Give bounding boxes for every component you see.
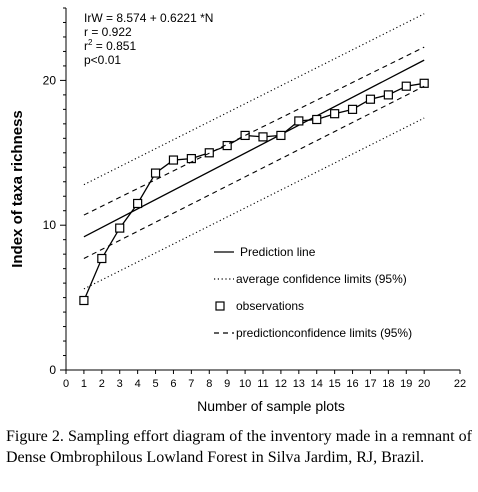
y-tick-label-20: 20 [43,73,57,87]
stat-p: p<0.01 [84,53,121,67]
x-tick-label-3: 3 [117,378,123,390]
x-tick-label-4: 4 [135,378,141,390]
x-tick-label-14: 14 [311,378,323,390]
legend-swatch-observations [215,301,225,311]
x-tick-label-17: 17 [364,378,376,390]
x-tick-label-6: 6 [170,378,176,390]
observation-point-11 [258,132,268,142]
series-predictionconfidence-limits-95-line [83,46,425,216]
series-observations-line [83,82,425,301]
plot-area: 0 1 2 3 4 5 6 7 8 9 10 11 12 13 14 15 16 17 18 19 20 2201020N… [9,7,466,414]
observation-point-9 [222,140,232,151]
observation-point-3 [115,223,125,233]
x-tick-label-22: 22 [454,378,466,390]
x-tick-label-15: 15 [329,378,341,390]
stat-r: r = 0.922 [84,25,132,39]
x-tick-label-2: 2 [99,378,105,390]
legend-label-prediction-line: Prediction line [240,245,316,259]
x-tick-label-18: 18 [382,378,394,390]
y-tick-label-0: 0 [49,363,56,377]
x-tick-label-8: 8 [206,378,212,390]
observation-point-5 [150,168,161,178]
observation-point-1 [79,295,89,306]
x-tick-label-16: 16 [346,378,358,390]
stat-r2: r2 = 0.851 [84,38,136,53]
observation-point-15 [330,109,340,119]
legend-label-predictionconfidence-limits-95: predictionconfidence limits (95%) [236,326,412,340]
observation-point-14 [312,114,322,125]
sampling-effort-chart: 0 1 2 3 4 5 6 7 8 9 10 11 12 13 14 15 16 17 18 19 20 2201020N… [9,7,466,414]
y-axis-label: Index of taxa richness [9,110,26,268]
x-tick-label-20: 20 [418,378,430,390]
series-average-confidence-limits-95-line [83,13,425,186]
y-tick-label-10: 10 [43,218,57,232]
observation-point-20 [419,78,429,88]
legend: Prediction line average confidence limits… [214,245,412,340]
x-tick-label-1: 1 [81,378,87,390]
observation-point-13 [294,116,304,126]
legend-label-average-confidence-limits-95: average confidence limits (95%) [236,272,407,286]
x-tick-label-10: 10 [239,378,251,390]
stat-equation: IrW = 8.574 + 0.6221 *N [84,11,213,25]
observation-point-12 [276,130,286,141]
x-tick-label-13: 13 [293,378,305,390]
x-tick-label-9: 9 [224,378,230,390]
legend-label-observations: observations [236,299,304,313]
observation-point-4 [133,198,143,209]
observation-point-17 [365,94,376,104]
series-prediction-line-line [83,59,425,238]
x-tick-label-5: 5 [152,378,158,390]
x-tick-label-12: 12 [275,378,287,390]
observation-point-7 [186,153,196,164]
figure-caption: Figure 2. Sampling effort diagram of the… [6,428,472,466]
observation-point-6 [168,155,179,165]
x-tick-label-19: 19 [400,378,412,390]
x-tick-label-0: 0 [63,378,69,390]
series-average-confidence-limits-95-lower-line [83,117,425,290]
observation-point-2 [97,253,107,264]
x-tick-label-11: 11 [257,378,268,390]
x-tick-label-7: 7 [188,378,194,390]
series-predictionconfidence-limits-95-lower-line [83,85,425,259]
observation-point-16 [347,104,358,114]
observation-point-10 [240,130,250,141]
x-axis-label: Number of sample plots [197,398,345,414]
observation-point-19 [401,81,411,91]
observation-point-18 [383,90,393,100]
